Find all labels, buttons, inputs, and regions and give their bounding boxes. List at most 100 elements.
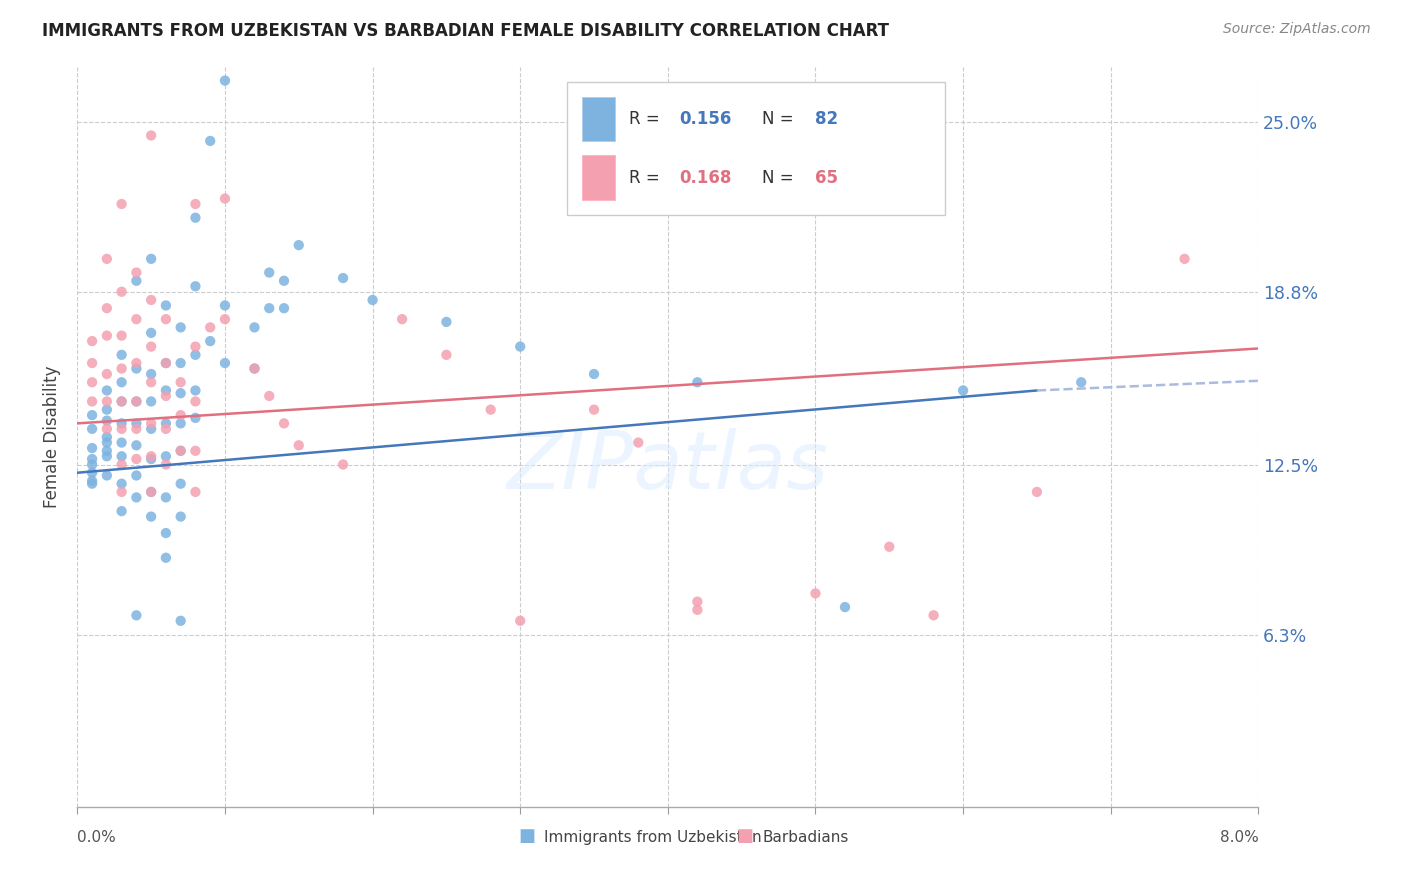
Point <box>141 326 163 340</box>
Text: 0.156: 0.156 <box>679 110 733 128</box>
Point <box>391 312 413 326</box>
Point <box>243 361 266 376</box>
Point <box>288 438 311 452</box>
Point <box>96 450 118 464</box>
Point <box>686 603 709 617</box>
Point <box>125 468 148 483</box>
Point <box>82 474 104 488</box>
Y-axis label: Female Disability: Female Disability <box>44 366 62 508</box>
Text: ZIPatlas: ZIPatlas <box>506 427 830 506</box>
Point <box>155 312 177 326</box>
Point <box>583 367 606 381</box>
Point <box>82 458 104 472</box>
Point <box>361 293 384 307</box>
Point <box>332 271 354 285</box>
Text: N =: N = <box>762 169 799 186</box>
Point <box>125 394 148 409</box>
Point <box>952 384 974 398</box>
Point <box>184 340 207 354</box>
Point <box>141 394 163 409</box>
Point <box>509 614 531 628</box>
Point <box>82 422 104 436</box>
Point <box>125 361 148 376</box>
Point <box>184 211 207 225</box>
Point <box>111 417 132 431</box>
Point <box>111 348 132 362</box>
Point <box>82 441 104 455</box>
Point <box>111 476 132 491</box>
Point <box>169 386 191 401</box>
Point <box>125 312 148 326</box>
Point <box>125 608 148 623</box>
Text: Source: ZipAtlas.com: Source: ZipAtlas.com <box>1223 22 1371 37</box>
Point <box>243 320 266 334</box>
Point <box>96 430 118 444</box>
Point <box>155 526 177 541</box>
Point <box>96 328 118 343</box>
Point <box>200 134 222 148</box>
Point <box>141 252 163 266</box>
Point <box>184 384 207 398</box>
Point <box>82 394 104 409</box>
Point <box>141 340 163 354</box>
Text: 8.0%: 8.0% <box>1219 830 1258 845</box>
Point <box>155 422 177 436</box>
Point <box>200 320 222 334</box>
Point <box>96 435 118 450</box>
Point <box>141 484 163 499</box>
Point <box>479 402 502 417</box>
Point <box>1174 252 1197 266</box>
Point <box>155 384 177 398</box>
Point <box>169 417 191 431</box>
Point <box>155 491 177 505</box>
Point <box>200 334 222 348</box>
Point <box>82 452 104 467</box>
Point <box>184 197 207 211</box>
Point <box>273 301 295 316</box>
Text: 82: 82 <box>815 110 838 128</box>
Point <box>125 394 148 409</box>
Point <box>686 376 709 390</box>
Point <box>184 410 207 425</box>
Point <box>184 394 207 409</box>
Point <box>125 266 148 280</box>
Point <box>82 334 104 348</box>
Point <box>96 402 118 417</box>
Text: ■: ■ <box>737 827 754 845</box>
Point <box>82 476 104 491</box>
Point <box>141 293 163 307</box>
Point <box>82 356 104 370</box>
Point <box>169 376 191 390</box>
Point <box>111 394 132 409</box>
Point <box>184 484 207 499</box>
Point <box>922 608 945 623</box>
Point <box>125 491 148 505</box>
Point <box>259 301 281 316</box>
Point <box>436 315 458 329</box>
Point <box>96 394 118 409</box>
Point <box>82 408 104 422</box>
Point <box>169 320 191 334</box>
Point <box>96 384 118 398</box>
Point <box>155 458 177 472</box>
Point <box>1026 484 1049 499</box>
Point <box>125 438 148 452</box>
Point <box>111 504 132 518</box>
Point <box>96 252 118 266</box>
Point <box>141 376 163 390</box>
Text: R =: R = <box>628 110 665 128</box>
Text: 0.168: 0.168 <box>679 169 733 186</box>
Point <box>141 452 163 467</box>
Point <box>214 73 236 87</box>
Point <box>155 356 177 370</box>
Point <box>214 298 236 312</box>
Text: Barbadians: Barbadians <box>762 830 848 845</box>
Point <box>627 435 650 450</box>
Text: R =: R = <box>628 169 665 186</box>
Point <box>169 443 191 458</box>
Point <box>82 466 104 480</box>
Point <box>111 376 132 390</box>
Point <box>125 356 148 370</box>
Point <box>141 422 163 436</box>
Point <box>111 450 132 464</box>
